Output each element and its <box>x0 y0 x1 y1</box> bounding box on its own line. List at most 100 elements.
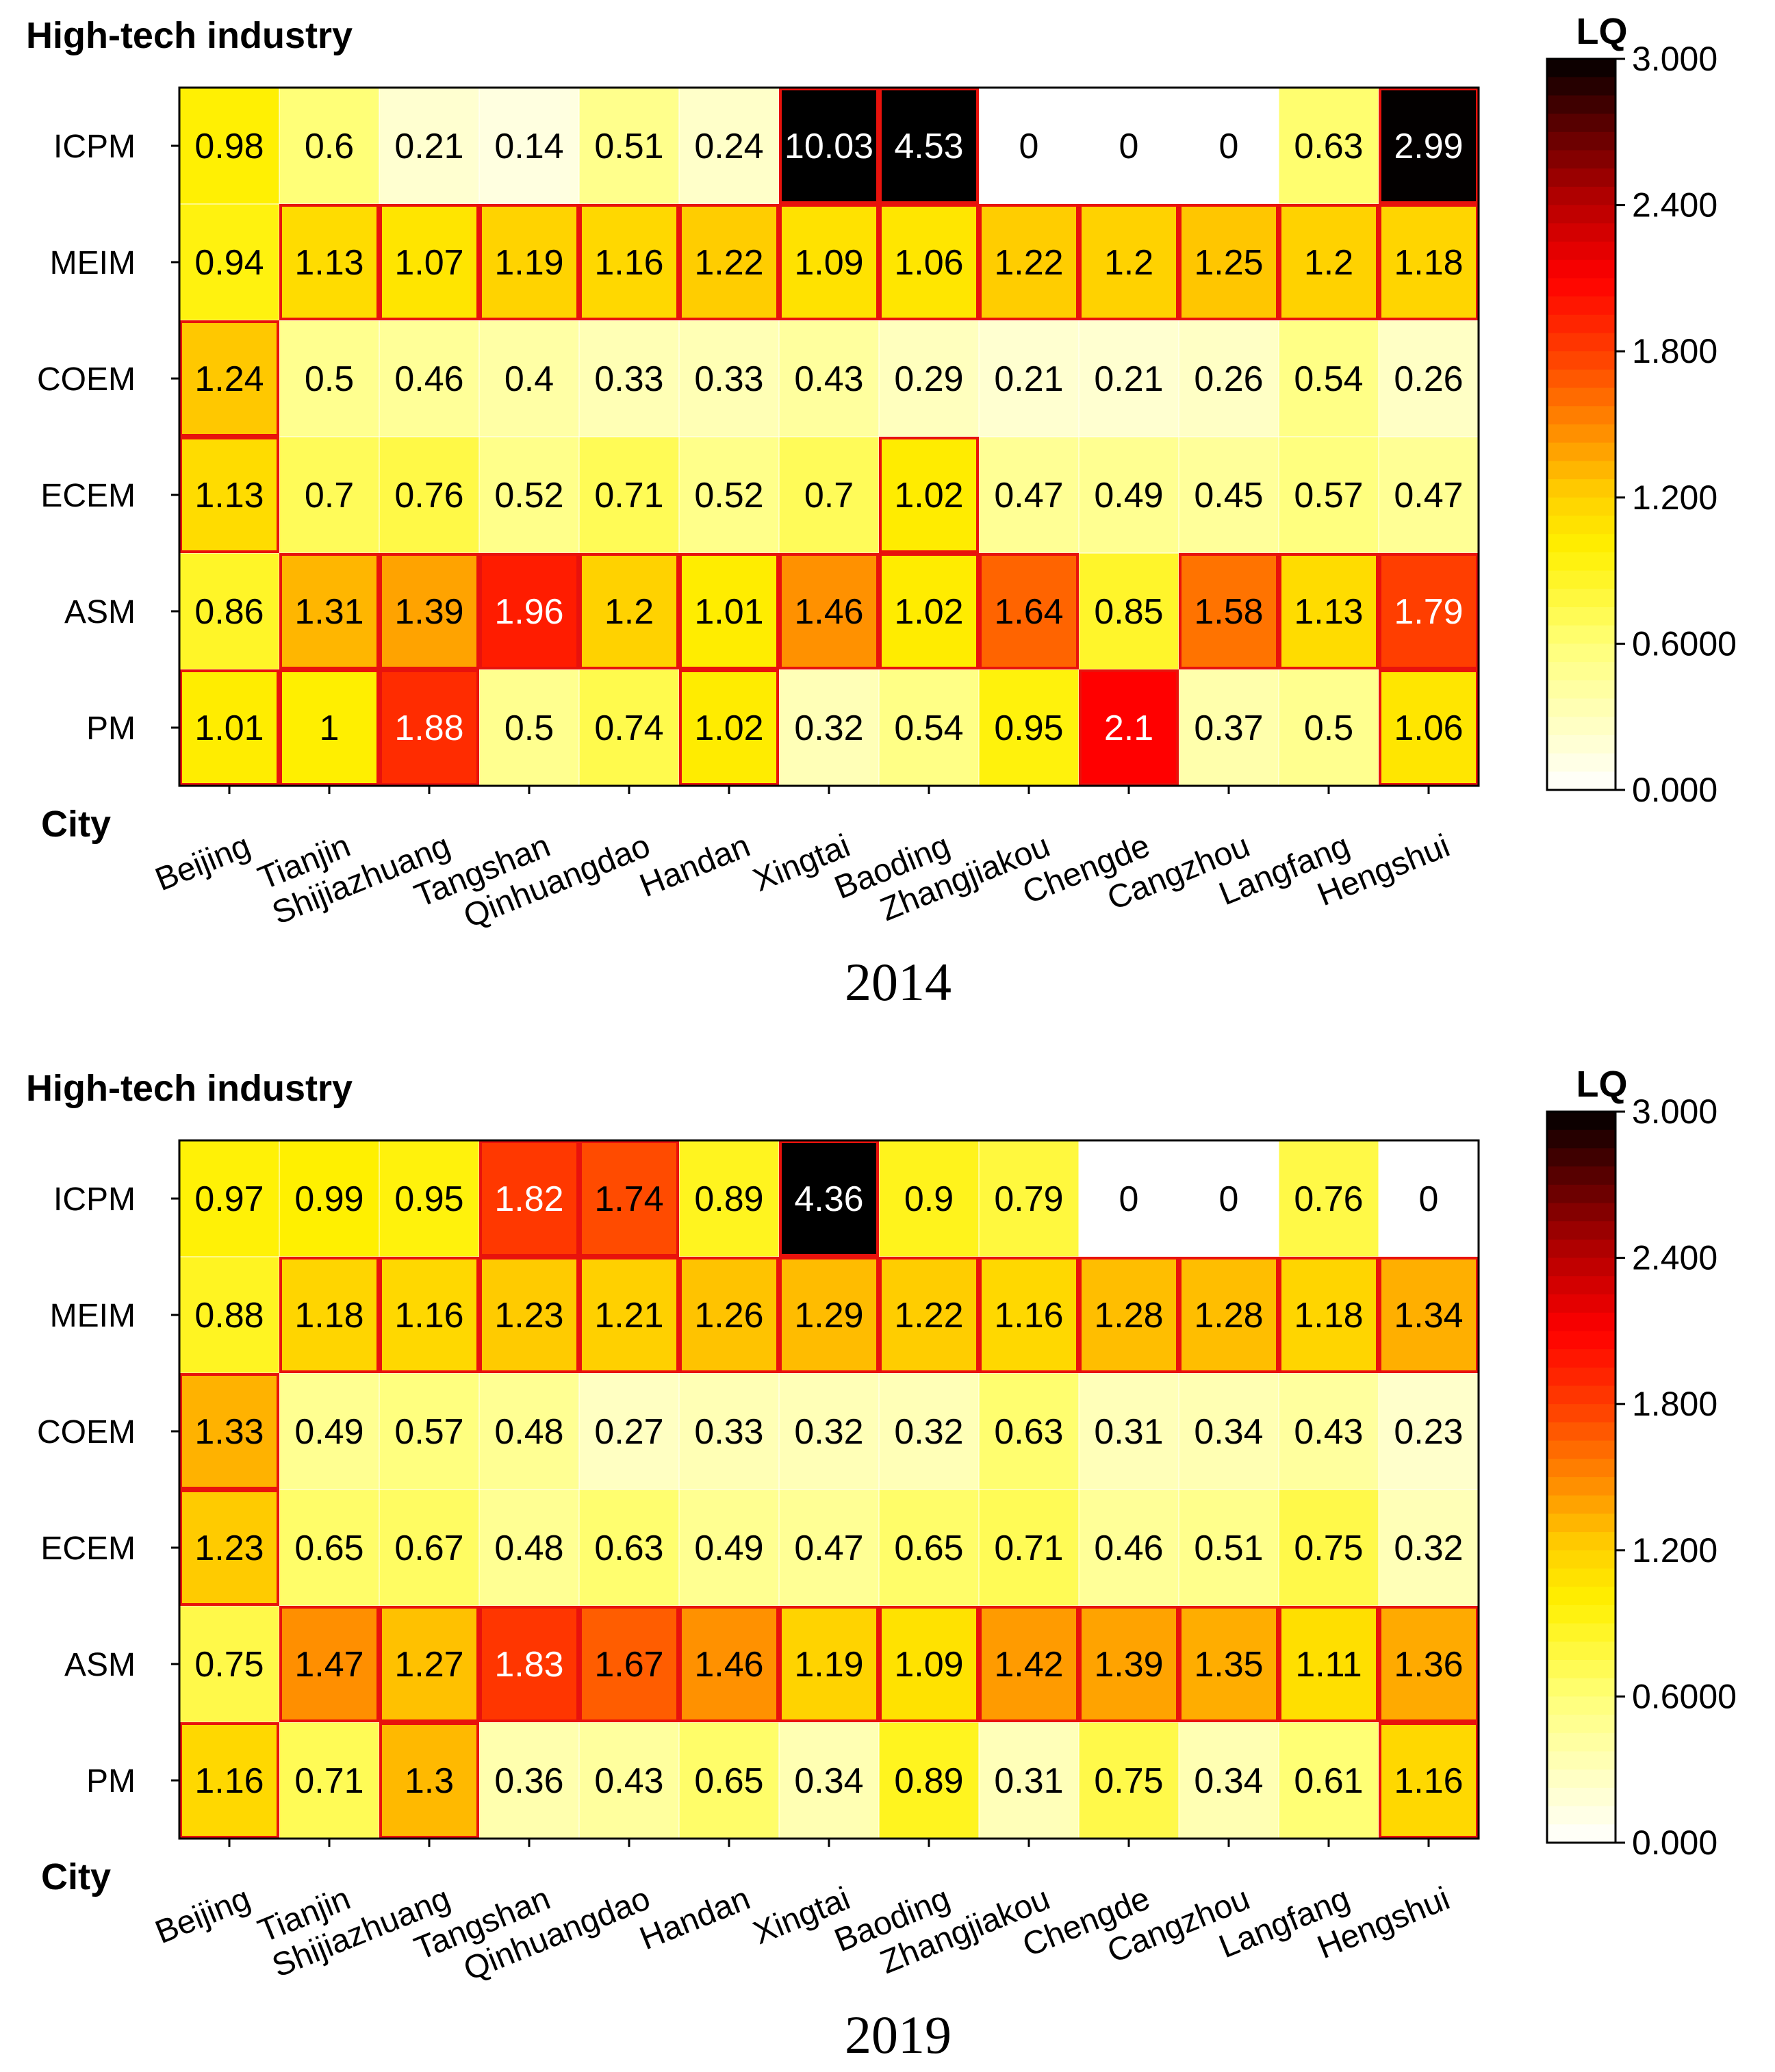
heatmap-cell <box>1178 1256 1279 1374</box>
row-label: PM <box>86 711 136 747</box>
colorbar-segment <box>1547 1787 1616 1807</box>
heatmap-cell <box>1078 1605 1179 1723</box>
heatmap-cell <box>778 87 880 205</box>
cell-value-label: 0.65 <box>694 1761 763 1801</box>
heatmap-cell <box>1278 436 1379 554</box>
cell-value-label: 1.74 <box>594 1179 663 1219</box>
colorbar-segment <box>1547 1550 1616 1570</box>
colorbar-segment <box>1547 698 1616 717</box>
colorbar-segment <box>1547 1459 1616 1478</box>
heatmap-cells <box>179 1140 1479 1839</box>
heatmap-cell <box>478 552 580 670</box>
colorbar-segment <box>1547 223 1616 242</box>
cell-highlight-border <box>179 1489 279 1606</box>
cell-value-label: 4.53 <box>894 127 963 166</box>
cell-value-label: 1.22 <box>694 243 763 283</box>
heatmap-cell <box>878 1140 980 1257</box>
cell-highlight-border <box>479 1257 579 1373</box>
heatmap-cell <box>978 436 1080 554</box>
heatmap-cell <box>1378 1722 1479 1839</box>
cell-value-label: 0.32 <box>1394 1529 1463 1568</box>
colorbar-segment <box>1547 570 1616 589</box>
heatmap-cell <box>1178 1140 1279 1257</box>
colorbar-segment <box>1547 1239 1616 1259</box>
cell-highlight-border <box>1279 553 1379 669</box>
cell-value-label: 0.14 <box>494 127 563 166</box>
cell-value-label: 0.45 <box>1194 476 1263 515</box>
heatmap-cell <box>379 1372 480 1490</box>
cell-value-label: 0.27 <box>594 1412 663 1452</box>
cell-value-label: 1.39 <box>1094 1645 1163 1685</box>
cell-value-label: 1.24 <box>194 359 264 399</box>
cell-highlight-border <box>679 669 779 786</box>
cell-highlight-border <box>379 1606 479 1722</box>
cell-value-label: 0.33 <box>594 359 663 399</box>
cell-value-label: 0.43 <box>594 1761 663 1801</box>
cell-value-label: 1.34 <box>1394 1296 1463 1335</box>
cell-value-label: 0.52 <box>694 476 763 515</box>
colorbar-segment <box>1547 1166 1616 1186</box>
colorbar-segment <box>1547 1806 1616 1825</box>
cell-value-label: 0.75 <box>194 1645 264 1685</box>
heatmap-cell <box>878 1256 980 1374</box>
cell-highlight-border <box>179 320 279 437</box>
heatmap-cell <box>778 669 880 786</box>
heatmap-cell <box>1378 203 1479 321</box>
heatmap-cell <box>1278 1605 1379 1723</box>
colorbar-segment <box>1547 1495 1616 1514</box>
colorbar-title: LQ <box>1576 11 1628 52</box>
heatmap-cell <box>1078 552 1179 670</box>
cell-value-label: 0.99 <box>294 1179 363 1219</box>
colorbar-segment <box>1547 1385 1616 1405</box>
cell-value-label: 0.31 <box>994 1761 1063 1801</box>
colorbar-segment <box>1547 1769 1616 1789</box>
cell-value-label: 0.63 <box>594 1529 663 1568</box>
heatmap-cell <box>578 1722 680 1839</box>
cell-value-label: 0.47 <box>794 1529 863 1568</box>
heatmap-cell <box>778 1605 880 1723</box>
cell-value-label: 1.36 <box>1394 1645 1463 1685</box>
heatmap-cell <box>179 669 280 786</box>
cell-highlight-border <box>879 1606 979 1722</box>
row-label: COEM <box>37 1414 136 1450</box>
heatmap-cell <box>279 1489 380 1607</box>
cell-value-label: 0.32 <box>794 708 863 748</box>
heatmap-cell <box>578 1140 680 1257</box>
cell-value-label: 0.21 <box>994 359 1063 399</box>
heatmap-cell <box>478 203 580 321</box>
cell-value-label: 1.16 <box>1394 1761 1463 1801</box>
cell-value-label: 0.21 <box>394 127 463 166</box>
cell-value-label: 1.11 <box>1295 1645 1362 1685</box>
colorbar-tick-label: 2.400 <box>1632 186 1717 225</box>
colorbar-segment <box>1547 1294 1616 1314</box>
colorbar-segment <box>1547 186 1616 206</box>
cell-value-label: 1.13 <box>294 243 363 283</box>
cell-highlight-border <box>1079 1606 1179 1722</box>
heatmap-cell <box>179 1256 280 1374</box>
colorbar-segment <box>1547 1440 1616 1459</box>
heatmap-cell <box>1278 87 1379 205</box>
colorbar-segment <box>1547 1751 1616 1770</box>
colorbar-segment <box>1547 534 1616 553</box>
colorbar-segment <box>1547 1732 1616 1752</box>
heatmap-cell <box>678 203 780 321</box>
cell-value-label: 1.46 <box>694 1645 763 1685</box>
colorbar-segment <box>1547 1513 1616 1533</box>
heatmap-cell <box>778 436 880 554</box>
cell-highlight-border <box>479 204 579 320</box>
colorbar-segment <box>1547 114 1616 133</box>
cell-value-label: 0.76 <box>1294 1179 1363 1219</box>
cell-highlight-border <box>379 204 479 320</box>
cell-value-label: 1.01 <box>694 592 763 632</box>
heatmap-cell <box>678 1722 780 1839</box>
colorbar-segment <box>1547 552 1616 572</box>
cell-highlight-border <box>979 553 1079 669</box>
heatmap-cell <box>1078 1256 1179 1374</box>
heatmap-cell <box>379 1489 480 1607</box>
row-label: MEIM <box>50 1298 136 1334</box>
row-label: ECEM <box>40 1531 136 1567</box>
heatmap-cell <box>1078 87 1179 205</box>
cell-value-label: 1.23 <box>194 1529 264 1568</box>
heatmap-cell <box>379 1722 480 1839</box>
